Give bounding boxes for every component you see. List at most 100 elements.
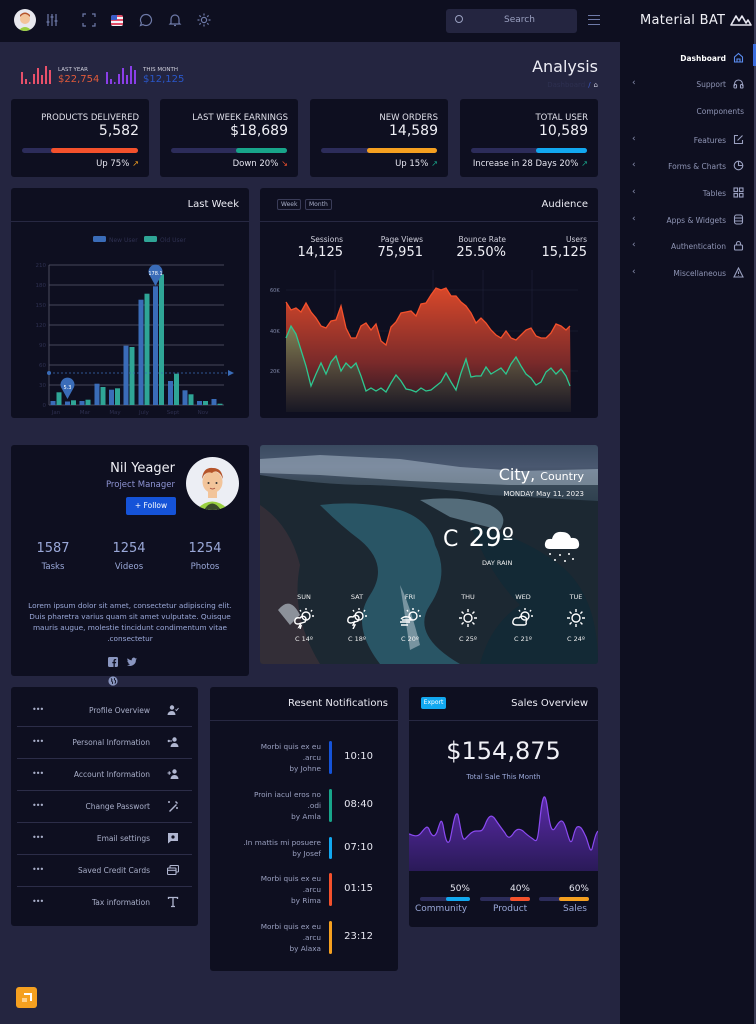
user-key-icon — [167, 736, 179, 748]
bell-icon[interactable] — [168, 13, 182, 27]
stat-card-products-delivered: PRODUCTS DELIVERED 5,582 Up 75% ↗ — [11, 99, 149, 177]
menu-item-saved-credit-cards[interactable]: ••• Saved Credit Cards — [17, 855, 192, 887]
audience-stat-page-views: Page Views 75,951 — [377, 235, 424, 260]
sales-split-product: 40% — [480, 884, 530, 901]
profile-description: Lorem ipsum dolor sit amet, consectetur … — [28, 601, 232, 643]
last-week-bar-chart[interactable]: New User Old User 210 180 150 120 90 60 30 0 Ja… — [11, 188, 249, 418]
progress-bar — [171, 148, 287, 153]
svg-text:Jan: Jan — [51, 410, 61, 416]
chevron-left-icon: ‹ — [632, 240, 636, 250]
floating-action-button[interactable] — [16, 987, 37, 1008]
sun-icon[interactable] — [197, 13, 211, 27]
notification-item[interactable]: Morbi quis ex eu .arcu by Alaxa 23:12 — [210, 921, 398, 961]
user-avatar[interactable] — [14, 9, 36, 31]
sidebar-item-authentication[interactable]: ‹ Authentication — [620, 236, 754, 256]
more-icon[interactable]: ••• — [32, 833, 44, 842]
menu-icon[interactable] — [588, 15, 600, 25]
svg-text:Mar: Mar — [80, 410, 91, 416]
breadcrumb: Dashboard / ⌂ — [500, 81, 598, 89]
sidebar-item-features[interactable]: ‹ Features — [620, 130, 754, 150]
sales-area-chart[interactable] — [409, 787, 598, 875]
menu-item-tax-information[interactable]: ••• Tax information — [17, 887, 192, 919]
notification-time: 23:12 — [344, 931, 373, 942]
sidebar-scroll-track[interactable] — [754, 0, 756, 1024]
sales-subtitle: Total Sale This Month — [466, 773, 541, 781]
notification-item[interactable]: Proin iacul eros no .odi by Amla 08:40 — [210, 789, 398, 829]
sliders-icon[interactable] — [45, 13, 59, 27]
us-flag-icon[interactable] — [111, 15, 123, 26]
min-mark-pin: 5.3 — [60, 377, 75, 399]
lock-icon — [733, 240, 744, 251]
card-title: Sales Overview — [511, 698, 588, 709]
audience-stat-bounce-rate: Bounce Rate 25.50% — [456, 235, 506, 260]
forecast-fri: FRI C 20º — [390, 593, 430, 643]
page-title: Analysis — [532, 57, 598, 76]
search-icon — [455, 15, 463, 23]
svg-text:150: 150 — [36, 303, 47, 309]
more-icon[interactable]: ••• — [32, 769, 44, 778]
tab-week[interactable]: Week — [277, 199, 302, 210]
sidebar-item-tables[interactable]: ‹ Tables — [620, 183, 754, 203]
notification-item[interactable]: Morbi quis ex eu .arcu by Johne 10:10 — [210, 741, 398, 781]
cards-icon — [167, 864, 179, 876]
svg-text:May: May — [109, 410, 121, 416]
stat-card-new-orders: NEW ORDERS 14,589 Up 15% ↗ — [310, 99, 448, 177]
forecast-sun: SUN C 14º — [284, 593, 324, 643]
menu-item-personal-information[interactable]: ••• Personal Information — [17, 727, 192, 759]
svg-text:Nov: Nov — [198, 410, 209, 416]
warning-icon — [733, 267, 744, 278]
globe-icon[interactable] — [108, 676, 118, 686]
sidebar-item-miscellaneous[interactable]: ‹ Miscellaneous — [620, 263, 754, 283]
audience-stat-users: Users 15,125 — [541, 235, 588, 260]
menu-item-account-information[interactable]: ••• Account Information — [17, 759, 192, 791]
chat-icon[interactable] — [139, 13, 153, 27]
fullscreen-icon[interactable] — [82, 13, 96, 27]
chevron-left-icon: ‹ — [632, 214, 636, 224]
more-icon[interactable]: ••• — [32, 737, 44, 746]
sidebar-scrollbar[interactable] — [753, 44, 756, 66]
sidebar-item-support[interactable]: ‹ Support — [620, 74, 754, 94]
home-icon[interactable]: ⌂ — [593, 81, 598, 89]
svg-text:40K: 40K — [270, 329, 280, 335]
menu-item-profile-overview[interactable]: ••• Profile Overview — [17, 695, 192, 727]
search-input[interactable]: Search — [446, 9, 577, 33]
notification-item[interactable]: .In mattis mi posuere by Josef 07:10 — [210, 837, 398, 877]
stat-title: LAST WEEK EARNINGS — [192, 113, 288, 123]
text-icon — [167, 896, 179, 908]
more-icon[interactable]: ••• — [32, 865, 44, 874]
menu-item-email-settings[interactable]: ••• Email settings — [17, 823, 192, 855]
facebook-icon[interactable] — [108, 657, 118, 667]
card-header: Week Month Audience — [260, 188, 598, 222]
card-title: Last Week — [187, 199, 239, 210]
sidebar-item-apps-widgets[interactable]: ‹ Apps & Widgets — [620, 210, 754, 230]
sidebar-item-forms-charts[interactable]: ‹ Forms & Charts — [620, 156, 754, 176]
max-mark-pin: 178.1 — [148, 264, 163, 286]
progress-bar — [22, 148, 138, 153]
sidebar-item-label: Features — [693, 136, 726, 145]
sidebar-item-label: Authentication — [670, 242, 726, 251]
more-icon[interactable]: ••• — [32, 897, 44, 906]
notification-item[interactable]: Morbi quis ex eu .arcu by Rima 01:15 — [210, 873, 398, 913]
tab-month[interactable]: Month — [305, 199, 332, 210]
forecast-tue: TUE C 24º — [556, 593, 596, 643]
follow-button[interactable]: + Follow — [126, 497, 176, 515]
card-header: Resent Notifications — [210, 687, 398, 721]
thunder-sun-icon — [345, 607, 369, 629]
stat-value: 5,582 — [98, 123, 139, 139]
profile-role: Project Manager — [105, 480, 175, 490]
sales-split-community: 50% — [420, 884, 470, 901]
export-button[interactable]: Export — [421, 697, 446, 709]
more-icon[interactable]: ••• — [32, 705, 44, 714]
svg-text:5.3: 5.3 — [64, 385, 72, 391]
menu-item-change-password[interactable]: ••• Change Passwort — [17, 791, 192, 823]
more-icon[interactable]: ••• — [32, 801, 44, 810]
breadcrumb-dashboard[interactable]: Dashboard — [547, 81, 586, 89]
sidebar-item-dashboard[interactable]: Dashboard — [620, 48, 754, 68]
weather-background-image — [260, 455, 598, 664]
sales-overview-card: Export Sales Overview $154,875 Total Sal… — [409, 687, 598, 927]
chart-legend: New User Old User — [93, 236, 186, 244]
mini-stat-label: THIS MONTH — [143, 67, 179, 73]
twitter-icon[interactable] — [127, 657, 138, 667]
edit-icon — [733, 134, 744, 145]
